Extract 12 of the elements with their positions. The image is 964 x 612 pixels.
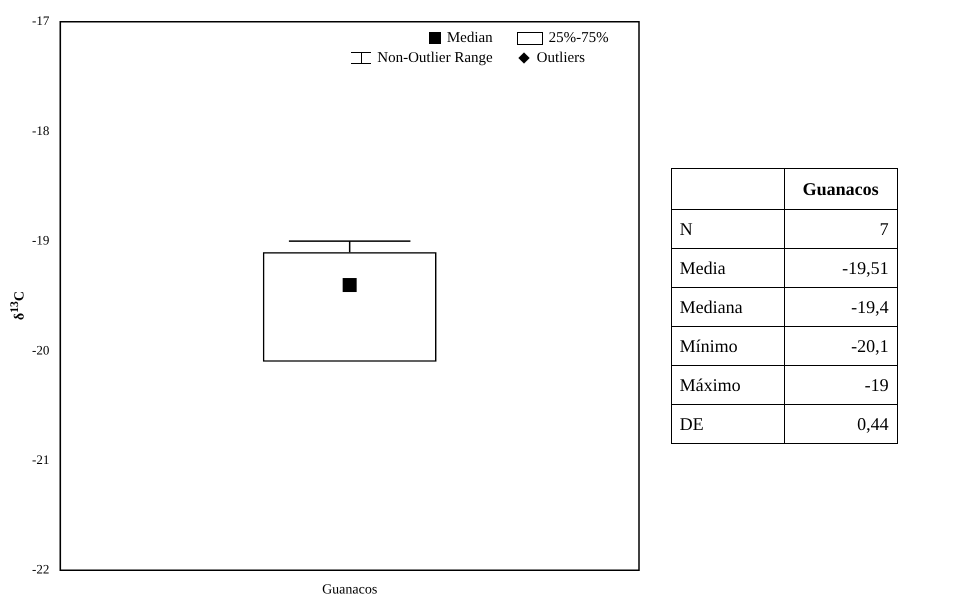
annotation: Non-Outlier Range [377, 49, 493, 67]
x-tick-label: Guanacos [322, 582, 377, 598]
y-tick-label: -21 [32, 452, 49, 467]
annotation: Outliers [536, 49, 585, 67]
annotation: 25%-75% [548, 29, 609, 47]
statistics-table: Guanacos N 7 Media -19,51 Mediana -19,4 Mínimo -20,1 Máximo -19 DE 0,44 [670, 168, 898, 444]
y-tick-label: -22 [32, 562, 49, 577]
y-tick-label: -18 [32, 122, 49, 138]
y-tick-label: -17 [32, 13, 50, 28]
annotation: Median [446, 29, 493, 47]
y-tick-label: -20 [32, 342, 49, 358]
y-tick-label: -19 [32, 232, 49, 248]
